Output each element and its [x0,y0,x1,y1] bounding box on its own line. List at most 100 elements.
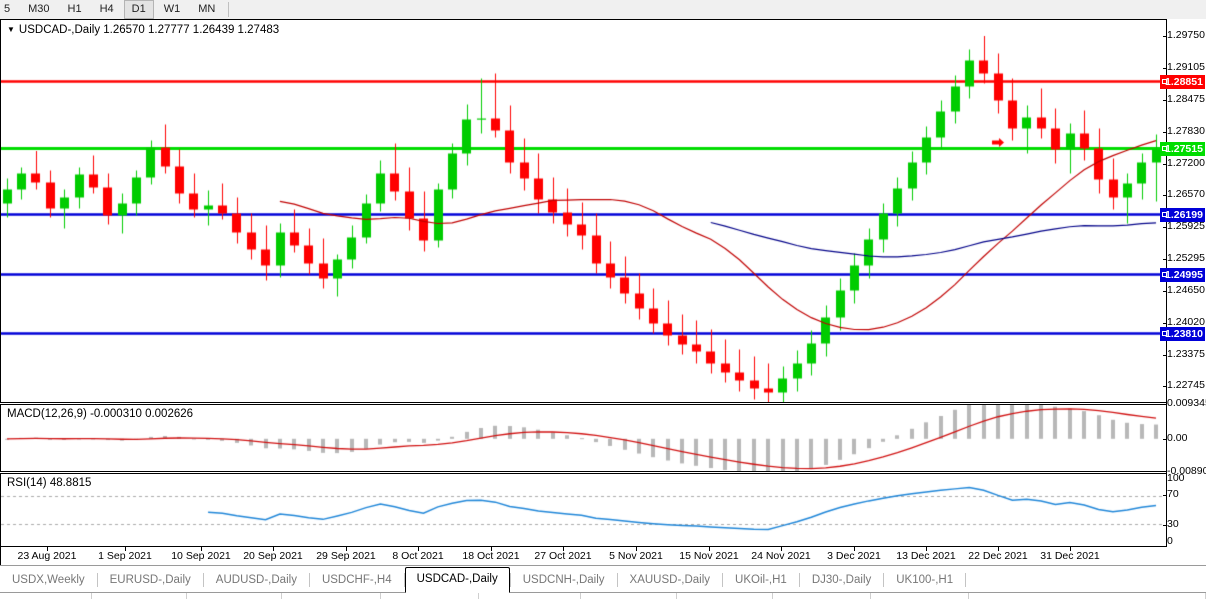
chart-tab-xauusd-daily[interactable]: XAUUSD-,Daily [629,574,711,586]
price-pane[interactable]: ▼ USDCAD-,Daily 1.26570 1.27777 1.26439 … [0,19,1166,403]
tab-divider [509,572,511,587]
price-tick: 1.22745 [1167,379,1205,392]
date-label: 27 Oct 2021 [534,550,592,562]
chart-symbol-label: USDCAD-,Daily 1.26570 1.27777 1.26439 1.… [18,24,280,36]
date-label: 23 Aug 2021 [17,550,77,562]
tabbar-footer-cell [479,593,581,599]
tab-divider [96,572,98,587]
rsi-tick: 30 [1167,517,1179,530]
chart-tab-usdchf-h4[interactable]: USDCHF-,H4 [321,574,392,586]
scale-divider [1166,19,1167,547]
chart-tabbar: USDX,Weekly EURUSD-,Daily AUDUSD-,Daily USD… [0,565,1206,599]
chart-tab-dj30-daily[interactable]: DJ30-,Daily [811,574,872,586]
rsi-canvas[interactable] [1,474,1165,546]
tabbar-footer-cell [581,593,677,599]
chart-tab-audusd-daily[interactable]: AUDUSD-,Daily [215,574,297,586]
price-scale[interactable]: 1.29750 1.29105 1.28475 1.27830 1.27200 1.265… [1160,19,1206,547]
price-canvas[interactable] [1,20,1165,402]
date-label: 18 Oct 2021 [462,550,520,562]
timeframe-h4[interactable]: H4 [99,3,114,15]
price-level-badge[interactable]: 1.23810 [1160,327,1205,341]
rsi-tick: 0 [1167,535,1173,547]
date-tick-mark [47,547,48,551]
price-tick-mark [1163,227,1167,229]
date-label: 8 Oct 2021 [392,550,444,562]
date-label: 13 Dec 2021 [896,550,956,562]
price-tick-mark [1163,354,1167,356]
tab-divider [616,572,618,587]
price-level-handle[interactable] [1162,211,1167,217]
price-tick: 1.29750 [1167,29,1205,41]
price-tick: 1.29105 [1167,61,1205,74]
date-tick-mark [563,547,564,551]
tabbar-footer-cell [871,593,970,599]
price-tick: 1.23375 [1167,347,1205,360]
timeframe-d1[interactable]: D1 [123,0,154,19]
date-tick-mark [125,547,126,551]
date-label: 15 Nov 2021 [679,550,739,562]
date-label: 22 Dec 2021 [968,550,1028,562]
date-label: 24 Nov 2021 [751,550,811,562]
timeframe-w1[interactable]: W1 [163,3,181,15]
price-tick: 1.27200 [1167,156,1205,169]
date-tick-mark [1070,547,1071,551]
macd-canvas[interactable] [1,405,1165,471]
date-label: 10 Sep 2021 [171,550,231,562]
chart-tab-usdcad-daily[interactable]: USDCAD-,Daily [404,567,510,593]
timeframe-m30[interactable]: M30 [28,3,50,15]
timeframe-h1[interactable]: H1 [67,3,82,15]
date-tick-mark [854,547,855,551]
price-tick-mark [1163,68,1167,70]
date-label: 31 Dec 2021 [1040,550,1100,562]
price-level-handle[interactable] [1162,271,1167,277]
price-tick-mark [1163,195,1167,196]
rsi-tick: 70 [1167,488,1179,501]
toolbar-divider [228,2,230,17]
price-tick-mark [1163,322,1167,324]
date-tick-mark [636,547,637,551]
macd-tick: 0.009345 [1167,397,1206,409]
date-tick-mark [709,547,710,551]
tabbar-footer-cell [969,593,1206,599]
timeframe-toolbar: 5 M30 H1 H4 D1 W1 MN [0,0,1206,20]
timeframe-mn[interactable]: MN [198,3,216,15]
tab-divider [965,572,967,587]
chart-tab-eurusd-daily[interactable]: EURUSD-,Daily [109,574,191,586]
macd-tick: -0.00890 [1167,465,1206,477]
chart-frame: ▼ USDCAD-,Daily 1.26570 1.27777 1.26439 … [0,19,1206,565]
tabbar-footer-cell [0,593,93,599]
price-level-handle[interactable] [1162,331,1167,336]
macd-label: MACD(12,26,9) -0.000310 0.002626 [7,408,194,420]
price-level-handle[interactable] [1162,78,1167,84]
price-tick-mark [1163,291,1167,292]
chart-tab-usdcnh-daily[interactable]: USDCNH-,Daily [522,574,605,586]
price-tick: 1.25295 [1167,251,1205,264]
price-level-badge[interactable]: 1.27515 [1160,141,1205,156]
date-label: 1 Sep 2021 [98,550,152,562]
rsi-tick-mark [1163,495,1167,497]
tabbar-footer-cell [282,593,381,599]
chevron-down-icon[interactable]: ▼ [7,25,15,34]
date-tick-mark [781,547,782,551]
rsi-tick-mark [1163,524,1167,526]
price-tick-mark [1163,36,1167,37]
date-tick-mark [346,547,347,551]
price-tick: 1.24650 [1167,284,1205,296]
price-level-badge[interactable]: 1.28851 [1160,74,1205,89]
tabbar-footer-cell [677,593,773,599]
tab-divider [883,572,885,587]
chart-tab-ukoil-h1[interactable]: UKOil-,H1 [735,574,787,586]
date-axis[interactable]: 23 Aug 2021 1 Sep 2021 10 Sep 2021 20 Sep 2… [0,547,1166,565]
price-level-badge[interactable]: 1.26199 [1160,207,1205,222]
rsi-pane[interactable]: RSI(14) 48.8815 [0,473,1166,547]
price-tick-mark [1163,386,1167,388]
tabbar-footer-cell [187,593,283,599]
price-level-badge[interactable]: 1.24995 [1160,267,1205,282]
date-tick-mark [201,547,202,551]
chart-tab-usdx-weekly[interactable]: USDX,Weekly [12,574,85,586]
timeframe-5[interactable]: 5 [4,3,11,15]
price-level-handle[interactable] [1162,145,1167,151]
chart-symbol-header: ▼ USDCAD-,Daily 1.26570 1.27777 1.26439 … [7,24,279,36]
chart-tab-uk100-h1[interactable]: UK100-,H1 [896,574,954,586]
macd-pane[interactable]: MACD(12,26,9) -0.000310 0.002626 [0,404,1166,472]
